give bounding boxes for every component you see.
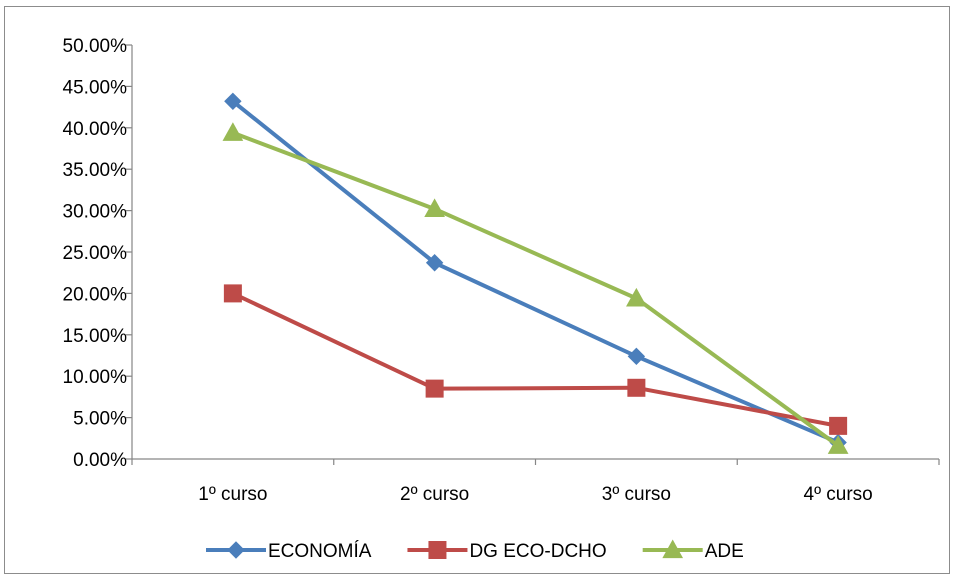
data-point — [626, 287, 647, 307]
legend-label: DG ECO-DCHO — [469, 541, 606, 562]
legend-marker — [428, 541, 447, 559]
y-tick-label: 20.00% — [63, 284, 128, 305]
y-tick-label: 30.00% — [63, 202, 128, 223]
legend-label: ADE — [705, 541, 744, 562]
legend-marker — [227, 541, 245, 559]
y-tick-label: 15.00% — [63, 326, 128, 347]
data-point — [424, 198, 445, 218]
legend-marker — [662, 539, 684, 559]
data-point — [627, 347, 646, 366]
series-line — [232, 130, 840, 448]
y-tick-label: 10.00% — [63, 367, 128, 388]
chart-area: 0.00% 5.00% 10.00% 15.00% 20.00% 25.00% 30.00%… — [4, 6, 950, 574]
data-point — [224, 92, 242, 111]
series-1 — [223, 284, 848, 435]
x-tick-label: 3º curso — [602, 484, 671, 505]
series-2 — [222, 122, 849, 454]
y-axis-ticks: 0.00% 5.00% 10.00% 15.00% 20.00% 25.00% 30.00%… — [63, 36, 132, 471]
y-tick-label: 35.00% — [63, 160, 128, 181]
series-0 — [224, 92, 847, 452]
series-line — [232, 291, 839, 428]
y-tick-label: 40.00% — [63, 119, 128, 140]
series-line — [231, 99, 839, 445]
x-tick-label: 1º curso — [198, 484, 267, 505]
data-point — [222, 122, 244, 141]
x-tick-label: 2º curso — [400, 484, 469, 505]
legend-label: ECONOMÍA — [268, 541, 372, 562]
data-point — [829, 416, 848, 435]
data-point — [425, 254, 444, 272]
legend-item: ADE — [642, 539, 744, 562]
y-tick-label: 50.00% — [63, 36, 128, 57]
y-tick-label: 45.00% — [63, 77, 128, 98]
data-point — [627, 378, 646, 397]
y-tick-label: 5.00% — [73, 409, 127, 430]
line-chart: 0.00% 5.00% 10.00% 15.00% 20.00% 25.00% 30.00%… — [63, 36, 940, 562]
y-tick-label: 25.00% — [63, 243, 128, 264]
legend: ECONOMÍA DG ECO-DCHO ADE — [206, 539, 744, 562]
legend-item: ECONOMÍA — [206, 541, 372, 562]
data-point — [223, 284, 242, 303]
y-tick-label: 0.00% — [73, 450, 127, 471]
series-lines — [222, 92, 849, 454]
legend-item: DG ECO-DCHO — [407, 541, 607, 562]
x-tick-label: 4º curso — [804, 484, 873, 505]
data-point — [425, 379, 444, 398]
data-point — [827, 435, 849, 454]
x-axis-ticks: 1º curso 2º curso 3º curso 4º curso — [131, 459, 940, 505]
